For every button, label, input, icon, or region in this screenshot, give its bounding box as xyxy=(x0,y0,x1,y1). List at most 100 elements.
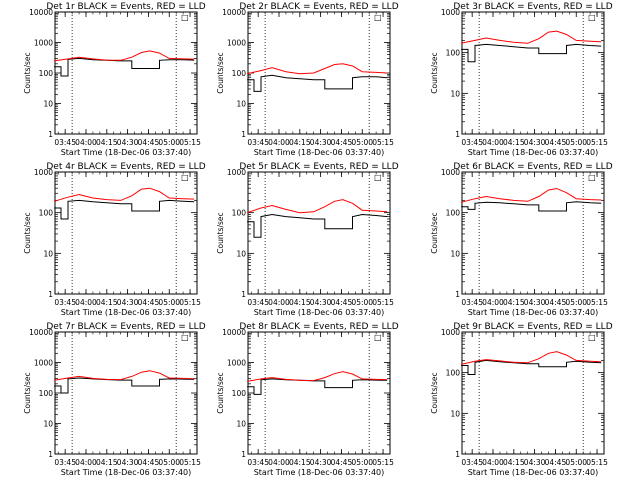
x-axis-label: Start Time (18-Dec-06 03:37:40) xyxy=(468,148,599,157)
x-tick-label: 05:00 xyxy=(158,458,180,467)
x-tick-label: 04:15 xyxy=(289,458,311,467)
y-tick-label: 1000 xyxy=(34,39,53,48)
y-tick-label: 10 xyxy=(43,249,53,258)
y-tick-label: 10 xyxy=(450,249,460,258)
x-tick-label: 05:15 xyxy=(372,138,394,147)
y-tick-label: 100 xyxy=(39,209,54,218)
x-tick-label: 04:00 xyxy=(75,138,97,147)
x-tick-label: 04:30 xyxy=(310,458,332,467)
x-tick-label: 05:00 xyxy=(565,298,587,307)
x-tick-label: 05:00 xyxy=(351,458,373,467)
y-tick-label: 1 xyxy=(455,450,460,459)
corner-mark: □ xyxy=(181,13,189,22)
x-tick-label: 03:45 xyxy=(461,458,483,467)
x-tick-label: 04:15 xyxy=(289,138,311,147)
y-axis-label: Counts/sec xyxy=(216,212,225,253)
y-axis-label: Counts/sec xyxy=(430,372,439,413)
x-tick-label: 04:30 xyxy=(117,458,139,467)
x-tick-label: 03:45 xyxy=(54,458,76,467)
y-tick-label: 1 xyxy=(48,450,53,459)
x-tick-label: 05:15 xyxy=(586,138,608,147)
y-tick-label: 1000 xyxy=(441,328,460,337)
y-tick-label: 100 xyxy=(446,209,461,218)
x-tick-label: 04:15 xyxy=(96,298,118,307)
x-tick-label: 04:45 xyxy=(545,458,567,467)
y-axis-label: Counts/sec xyxy=(216,52,225,93)
y-tick-label: 1 xyxy=(48,130,53,139)
plot-frame xyxy=(247,11,391,135)
plot-frame xyxy=(54,331,198,455)
y-tick-label: 10000 xyxy=(222,328,246,337)
y-tick-label: 1000 xyxy=(227,168,246,177)
plot-frame xyxy=(461,171,605,295)
x-tick-label: 05:15 xyxy=(372,298,394,307)
y-axis-label: Counts/sec xyxy=(23,52,32,93)
y-tick-label: 1000 xyxy=(227,39,246,48)
x-tick-label: 03:45 xyxy=(461,138,483,147)
lld-series-line xyxy=(460,30,602,44)
y-tick-label: 1 xyxy=(241,130,246,139)
x-axis-label: Start Time (18-Dec-06 03:37:40) xyxy=(61,148,192,157)
lld-series-line xyxy=(246,199,388,214)
x-tick-label: 04:45 xyxy=(331,138,353,147)
lld-series-line xyxy=(460,188,602,203)
x-tick-label: 04:00 xyxy=(268,458,290,467)
chart-panel: Det 9r BLACK = Events, RED = LLD 1 10 100 10… xyxy=(430,322,613,477)
events-series-line xyxy=(54,57,195,77)
events-series-line xyxy=(54,377,195,394)
corner-mark: □ xyxy=(374,333,382,342)
x-tick-label: 05:00 xyxy=(351,138,373,147)
events-series-line xyxy=(247,74,388,92)
x-tick-label: 04:45 xyxy=(331,298,353,307)
x-tick-label: 04:30 xyxy=(524,298,546,307)
x-tick-label: 04:00 xyxy=(482,138,504,147)
x-tick-label: 03:45 xyxy=(461,298,483,307)
x-tick-label: 05:00 xyxy=(351,298,373,307)
corner-mark: □ xyxy=(374,13,382,22)
x-tick-label: 04:00 xyxy=(75,298,97,307)
y-tick-label: 100 xyxy=(39,389,54,398)
y-tick-label: 100 xyxy=(232,69,247,78)
y-tick-label: 100 xyxy=(446,49,461,58)
y-tick-label: 1000 xyxy=(34,359,53,368)
x-tick-label: 04:45 xyxy=(138,138,160,147)
x-axis-label: Start Time (18-Dec-06 03:37:40) xyxy=(61,468,192,477)
y-axis-label: Counts/sec xyxy=(216,372,225,413)
y-tick-label: 10000 xyxy=(29,328,53,337)
chart-panel: Det 2r BLACK = Events, RED = LLD 1 10 100 10… xyxy=(216,2,399,157)
chart-panel: Det 4r BLACK = Events, RED = LLD 1 10 100 10… xyxy=(23,162,206,317)
x-axis-label: Start Time (18-Dec-06 03:37:40) xyxy=(468,468,599,477)
x-tick-label: 04:45 xyxy=(138,458,160,467)
y-tick-label: 1000 xyxy=(441,8,460,17)
x-tick-label: 04:45 xyxy=(545,138,567,147)
x-tick-label: 05:15 xyxy=(179,298,201,307)
x-tick-label: 04:15 xyxy=(503,298,525,307)
corner-mark: □ xyxy=(588,13,596,22)
y-tick-label: 1 xyxy=(241,450,246,459)
lld-series-line xyxy=(53,187,195,202)
y-tick-label: 100 xyxy=(232,389,247,398)
corner-mark: □ xyxy=(374,173,382,182)
plot-frame xyxy=(461,331,605,455)
x-tick-label: 04:00 xyxy=(482,298,504,307)
x-tick-label: 03:45 xyxy=(247,458,269,467)
x-tick-label: 03:45 xyxy=(247,138,269,147)
x-tick-label: 04:45 xyxy=(331,458,353,467)
x-tick-label: 04:45 xyxy=(138,298,160,307)
y-tick-label: 1 xyxy=(455,130,460,139)
x-tick-label: 04:00 xyxy=(482,458,504,467)
y-tick-label: 1000 xyxy=(227,359,246,368)
x-axis-label: Start Time (18-Dec-06 03:37:40) xyxy=(254,308,385,317)
x-axis-label: Start Time (18-Dec-06 03:37:40) xyxy=(468,308,599,317)
x-tick-label: 04:30 xyxy=(117,298,139,307)
x-axis-label: Start Time (18-Dec-06 03:37:40) xyxy=(254,468,385,477)
chart-title: Det 4r BLACK = Events, RED = LLD xyxy=(46,162,205,172)
x-tick-label: 05:00 xyxy=(158,138,180,147)
chart-title: Det 8r BLACK = Events, RED = LLD xyxy=(239,322,398,332)
x-tick-label: 05:15 xyxy=(586,298,608,307)
lld-series-line xyxy=(460,351,602,365)
x-tick-label: 03:45 xyxy=(54,298,76,307)
y-tick-label: 10 xyxy=(43,100,53,109)
x-tick-label: 04:30 xyxy=(117,138,139,147)
x-tick-label: 04:00 xyxy=(75,458,97,467)
